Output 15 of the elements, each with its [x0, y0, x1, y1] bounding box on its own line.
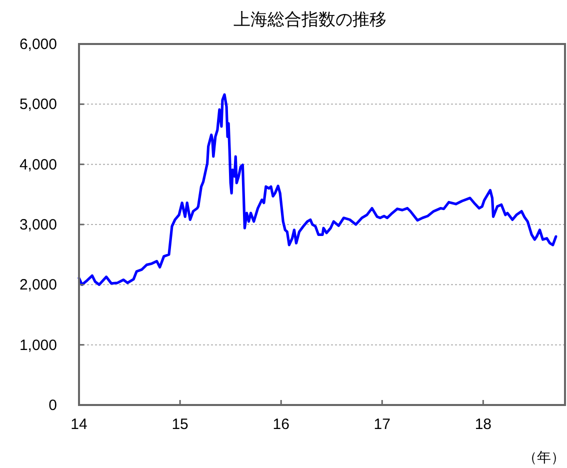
- y-tick-label: 5,000: [19, 96, 57, 114]
- x-tick-label: 15: [172, 416, 188, 433]
- y-tick-label: 1,000: [19, 336, 57, 354]
- chart-title: 上海総合指数の推移: [234, 10, 386, 29]
- x-tick-label: 18: [474, 416, 492, 433]
- x-tick-label: 17: [374, 416, 390, 433]
- x-axis-title: （年）: [523, 449, 565, 465]
- y-tick-label: 4,000: [19, 156, 57, 174]
- y-tick-label: 2,000: [19, 276, 57, 294]
- y-tick-label: 0: [48, 397, 57, 414]
- y-tick-label: 3,000: [19, 216, 57, 234]
- x-tick-label: 16: [272, 416, 290, 433]
- y-tick-label: 6,000: [19, 36, 57, 53]
- x-tick-label: 14: [70, 416, 88, 433]
- line-series: [78, 93, 558, 286]
